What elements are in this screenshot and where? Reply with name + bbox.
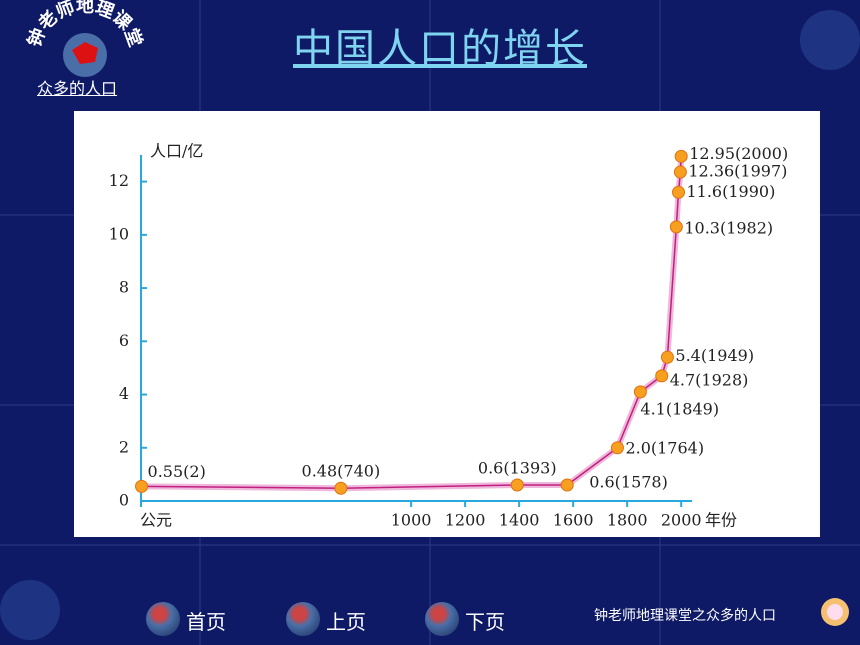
data-label: 4.1(1849): [640, 399, 719, 418]
x-tick-label: 1600: [553, 511, 594, 530]
data-label: 0.6(1578): [589, 473, 668, 492]
x-tick-label: 1200: [445, 511, 486, 530]
data-label: 2.0(1764): [625, 438, 704, 457]
data-label: 0.48(740): [302, 462, 381, 481]
data-point: [671, 185, 685, 199]
y-axis-label: 人口/亿: [150, 142, 203, 161]
data-label: 12.36(1997): [688, 162, 787, 181]
x-tick-label: 1800: [607, 511, 648, 530]
data-point: [610, 441, 624, 455]
y-tick-label: 10: [109, 224, 129, 243]
chart: 人口/亿 年份 0 2 4 6 8 10 12 公元 1000 1200 1400 1600 1800 2…: [74, 111, 820, 537]
nav-label[interactable]: 首页: [186, 610, 226, 634]
data-label: 5.4(1949): [675, 346, 754, 365]
nav-button[interactable]: 首页: [146, 600, 256, 640]
data-point: [673, 165, 687, 179]
nav-button[interactable]: 上页: [286, 600, 396, 640]
y-tick-label: 12: [109, 171, 129, 190]
x-tick-label: 1400: [499, 511, 540, 530]
y-tick-label: 0: [119, 491, 129, 510]
data-label: 10.3(1982): [684, 218, 773, 237]
data-point: [135, 479, 149, 493]
y-tick-label: 6: [119, 331, 129, 350]
nav-label[interactable]: 上页: [326, 610, 366, 634]
subtitle: 众多的人口: [37, 79, 118, 98]
data-label: 12.95(2000): [689, 144, 788, 163]
data-label: 0.55(2): [148, 462, 206, 481]
x-axis-label: 年份: [705, 511, 737, 530]
x-tick-label: 1000: [391, 511, 432, 530]
nav-label[interactable]: 下页: [465, 610, 505, 634]
chart-background: [74, 111, 820, 537]
data-point: [633, 385, 647, 399]
nav-button[interactable]: 下页: [425, 600, 535, 640]
data-point: [334, 481, 348, 495]
y-tick-label: 8: [119, 278, 129, 297]
y-tick-label: 2: [119, 437, 129, 456]
data-point: [660, 350, 674, 364]
x-tick-label: 公元: [140, 511, 172, 530]
data-point: [674, 149, 688, 163]
y-tick-label: 4: [119, 384, 129, 403]
data-point: [560, 478, 574, 492]
data-point: [510, 478, 524, 492]
data-label: 4.7(1928): [670, 370, 749, 389]
data-label: 11.6(1990): [686, 182, 775, 201]
footer-text: 钟老师地理课堂之众多的人口: [594, 608, 776, 624]
data-point: [655, 369, 669, 383]
page-title: 中国人口的增长: [293, 26, 587, 72]
data-point: [669, 220, 683, 234]
data-label: 0.6(1393): [478, 459, 557, 478]
x-tick-label: 2000: [661, 511, 702, 530]
